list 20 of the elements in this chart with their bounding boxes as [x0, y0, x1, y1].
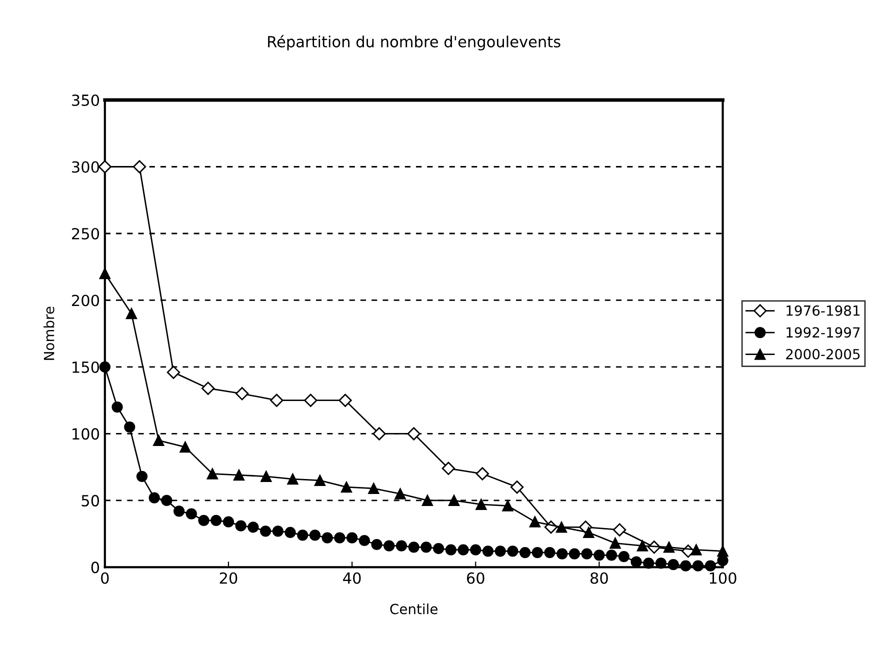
legend-label: 1992-1997: [786, 327, 860, 338]
y-tick-label: 150: [72, 361, 100, 373]
x-tick-label: 40: [343, 572, 361, 584]
x-tick-label: 60: [466, 572, 484, 584]
y-tick-label: 200: [72, 294, 100, 306]
y-tick-label: 0: [91, 562, 100, 574]
y-tick-label: 250: [72, 228, 100, 240]
chart-title: Répartition du nombre d'engoulevents: [268, 35, 560, 50]
y-tick-label: 300: [72, 161, 100, 173]
x-tick-label: 20: [220, 572, 238, 584]
y-tick-label: 100: [72, 428, 100, 440]
legend-label: 1976-1981: [786, 305, 860, 316]
legend-label: 2000-2005: [786, 348, 860, 360]
y-tick-label: 50: [82, 494, 100, 506]
x-tick-label: 100: [710, 572, 736, 584]
y-tick-label: 350: [72, 94, 100, 106]
x-axis-title: Centile: [390, 604, 438, 614]
x-tick-label: 0: [101, 572, 109, 584]
x-tick-label: 80: [590, 572, 608, 584]
y-axis-title: Nombre: [44, 306, 54, 360]
